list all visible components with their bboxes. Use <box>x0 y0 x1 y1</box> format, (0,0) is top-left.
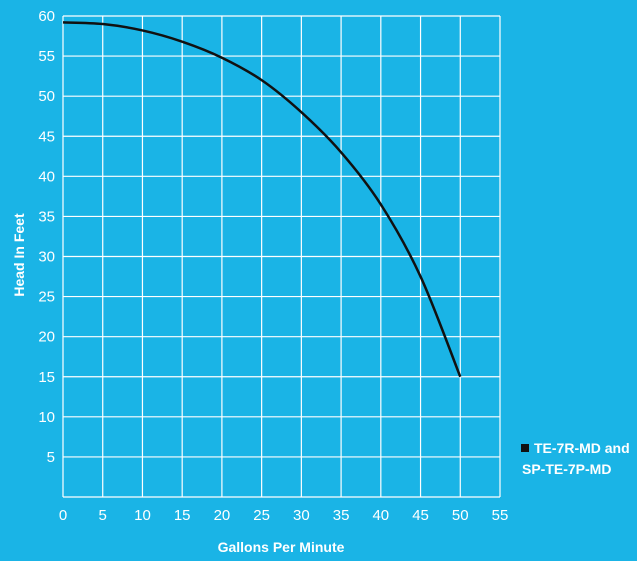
x-tick-label: 35 <box>333 507 350 524</box>
y-tick-label: 30 <box>38 249 55 266</box>
y-tick-label: 20 <box>38 329 55 346</box>
x-tick-label: 15 <box>174 507 191 524</box>
y-tick-label: 60 <box>38 8 55 25</box>
y-tick-label: 45 <box>38 128 55 145</box>
legend-label-line-1: TE-7R-MD and <box>534 440 630 456</box>
y-tick-label: 25 <box>38 289 55 306</box>
y-axis-label: Head In Feet <box>11 213 27 297</box>
y-axis-ticks: 5 10 15 20 25 30 35 40 45 50 55 60 <box>38 8 55 466</box>
series-line <box>62 21 462 378</box>
x-tick-label: 55 <box>492 507 509 524</box>
x-tick-label: 20 <box>214 507 231 524</box>
y-tick-label: 50 <box>38 88 55 105</box>
y-tick-label: 10 <box>38 409 55 426</box>
y-tick-label: 35 <box>38 208 55 225</box>
y-tick-label: 5 <box>47 449 55 466</box>
x-axis-label: Gallons Per Minute <box>218 539 345 555</box>
x-tick-label: 10 <box>134 507 151 524</box>
x-tick-label: 5 <box>99 507 107 524</box>
y-tick-label: 40 <box>38 168 55 185</box>
y-tick-label: 55 <box>38 48 55 65</box>
chart-grid <box>62 15 501 498</box>
x-tick-label: 40 <box>372 507 389 524</box>
x-axis-ticks: 0 5 10 15 20 25 30 35 40 45 50 55 <box>59 507 509 524</box>
x-tick-label: 50 <box>452 507 469 524</box>
x-tick-label: 30 <box>293 507 310 524</box>
y-tick-label: 15 <box>38 369 55 386</box>
legend: TE-7R-MD and SP-TE-7P-MD <box>521 440 630 477</box>
x-tick-label: 25 <box>253 507 270 524</box>
legend-swatch <box>521 444 529 452</box>
x-tick-label: 45 <box>412 507 429 524</box>
legend-label-line-2: SP-TE-7P-MD <box>522 461 611 477</box>
x-tick-label: 0 <box>59 507 67 524</box>
